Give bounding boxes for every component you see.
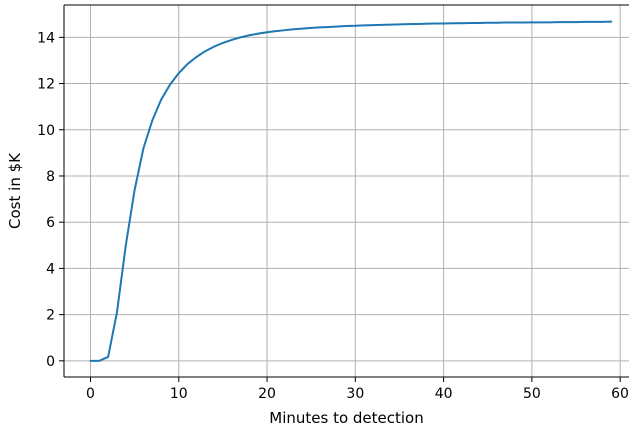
series-layer [89,20,613,362]
y-tick-label: 14 [37,30,55,46]
y-tick-label: 8 [46,169,55,185]
x-axis-label: Minutes to detection [269,409,423,427]
x-tick-label: 40 [435,386,453,402]
y-axis-label: Cost in $K [6,152,24,229]
x-tick-label: 50 [523,386,541,402]
x-tick-label: 10 [170,386,188,402]
y-tick-label: 0 [46,354,55,370]
grid [64,5,629,377]
x-tick-label: 0 [86,386,95,402]
tick-labels: 0 10 20 30 40 50 60 0 2 4 6 8 10 12 14 [37,30,629,402]
axes [59,4,629,382]
series-line [89,20,613,362]
x-tick-label: 20 [258,386,276,402]
y-tick-label: 10 [37,123,55,139]
x-tick-label: 60 [611,386,629,402]
y-tick-label: 6 [46,215,55,231]
y-tick-label: 12 [37,77,55,93]
y-tick-label: 2 [46,308,55,324]
x-tick-label: 30 [346,386,364,402]
y-tick-label: 4 [46,261,55,277]
